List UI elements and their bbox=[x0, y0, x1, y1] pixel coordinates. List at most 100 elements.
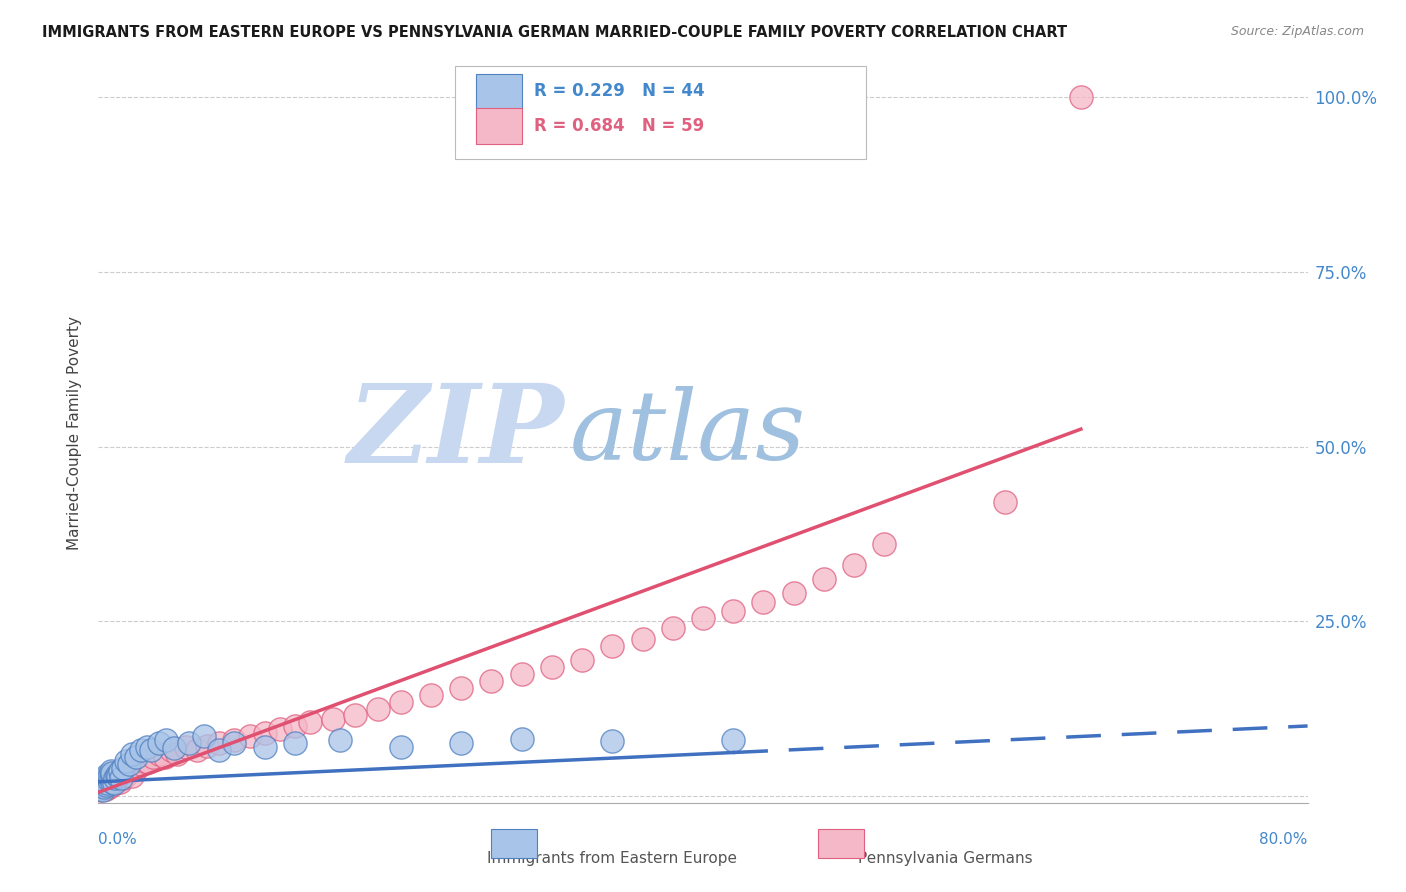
Point bbox=[163, 741, 186, 756]
Bar bbox=[818, 829, 863, 858]
Point bbox=[121, 747, 143, 761]
Text: atlas: atlas bbox=[569, 385, 806, 480]
Point bbox=[110, 772, 132, 786]
Point bbox=[481, 673, 503, 688]
Point bbox=[94, 772, 117, 786]
Point bbox=[284, 719, 307, 733]
Point bbox=[141, 743, 163, 757]
Point bbox=[179, 736, 201, 750]
Point bbox=[723, 604, 745, 618]
Point bbox=[208, 736, 231, 750]
Point bbox=[98, 769, 121, 783]
Point bbox=[93, 775, 115, 789]
Point bbox=[239, 730, 262, 744]
Point bbox=[844, 558, 866, 573]
Point bbox=[96, 768, 118, 782]
Point bbox=[118, 764, 141, 779]
Point bbox=[136, 756, 159, 770]
Point bbox=[322, 712, 344, 726]
Point bbox=[661, 621, 683, 635]
Point bbox=[90, 781, 112, 796]
Point bbox=[160, 743, 183, 757]
Point bbox=[94, 781, 117, 796]
Point bbox=[114, 754, 136, 768]
Point bbox=[114, 768, 136, 782]
Point bbox=[129, 743, 152, 757]
Point bbox=[631, 632, 654, 646]
Bar bbox=[475, 73, 522, 109]
Point bbox=[224, 733, 246, 747]
Point bbox=[193, 730, 215, 744]
Point bbox=[98, 773, 121, 788]
Text: R = 0.684   N = 59: R = 0.684 N = 59 bbox=[534, 117, 704, 135]
Point bbox=[111, 772, 134, 786]
Point bbox=[142, 750, 165, 764]
Text: Immigrants from Eastern Europe: Immigrants from Eastern Europe bbox=[488, 851, 737, 866]
Text: ZIP: ZIP bbox=[347, 379, 564, 486]
Point bbox=[602, 639, 624, 653]
Point bbox=[783, 586, 806, 600]
Point bbox=[135, 739, 157, 754]
Y-axis label: Married-Couple Family Poverty: Married-Couple Family Poverty bbox=[67, 316, 83, 549]
Text: IMMIGRANTS FROM EASTERN EUROPE VS PENNSYLVANIA GERMAN MARRIED-COUPLE FAMILY POVE: IMMIGRANTS FROM EASTERN EUROPE VS PENNSY… bbox=[42, 25, 1067, 40]
Point bbox=[132, 754, 155, 768]
Point bbox=[450, 736, 472, 750]
Point bbox=[253, 726, 276, 740]
Point bbox=[110, 766, 132, 780]
Point bbox=[299, 715, 322, 730]
Point bbox=[186, 743, 208, 757]
Point bbox=[389, 739, 412, 754]
Point bbox=[450, 681, 472, 695]
Point bbox=[108, 764, 131, 779]
Point bbox=[101, 778, 124, 792]
Point bbox=[752, 594, 775, 608]
Point bbox=[100, 764, 122, 779]
Point bbox=[91, 783, 114, 797]
Point bbox=[96, 776, 118, 790]
Bar bbox=[475, 108, 522, 144]
Point bbox=[813, 572, 835, 586]
Point bbox=[93, 780, 115, 795]
Text: 0.0%: 0.0% bbox=[98, 832, 138, 847]
Point bbox=[148, 747, 170, 761]
Point bbox=[111, 761, 134, 775]
Point bbox=[344, 708, 367, 723]
Point bbox=[723, 733, 745, 747]
Bar bbox=[492, 829, 537, 858]
Point bbox=[100, 772, 122, 786]
Point bbox=[367, 701, 389, 715]
Point bbox=[98, 780, 121, 795]
Point bbox=[389, 694, 412, 708]
Point bbox=[103, 776, 125, 790]
Point bbox=[101, 775, 124, 789]
Point bbox=[104, 772, 127, 786]
Point bbox=[253, 739, 276, 754]
Point bbox=[420, 688, 443, 702]
Point bbox=[105, 773, 128, 788]
Text: 80.0%: 80.0% bbox=[1260, 832, 1308, 847]
Point bbox=[96, 776, 118, 790]
Point bbox=[121, 769, 143, 783]
Point bbox=[118, 757, 141, 772]
Point bbox=[284, 736, 307, 750]
Point bbox=[195, 739, 218, 753]
Point bbox=[94, 778, 117, 792]
Point bbox=[540, 659, 562, 673]
Point bbox=[104, 776, 127, 790]
Point bbox=[107, 769, 129, 783]
Point bbox=[155, 733, 177, 747]
Point bbox=[93, 778, 115, 792]
Point bbox=[692, 610, 714, 624]
Point bbox=[174, 739, 197, 754]
Point bbox=[994, 495, 1017, 509]
Text: Pennsylvania Germans: Pennsylvania Germans bbox=[858, 851, 1032, 866]
Point bbox=[602, 734, 624, 748]
Point bbox=[153, 750, 176, 764]
Point bbox=[571, 652, 593, 666]
Point bbox=[1070, 90, 1092, 104]
Point bbox=[107, 769, 129, 783]
Text: R = 0.229   N = 44: R = 0.229 N = 44 bbox=[534, 82, 704, 100]
FancyBboxPatch shape bbox=[456, 66, 866, 159]
Point bbox=[108, 775, 131, 789]
Point bbox=[208, 743, 231, 757]
